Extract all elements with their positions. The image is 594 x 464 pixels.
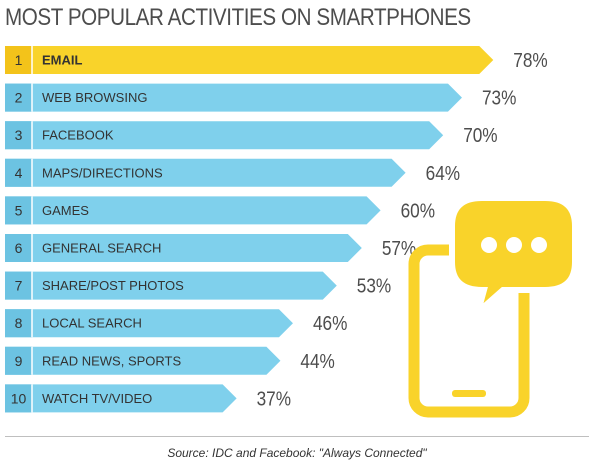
value-label: 70% <box>463 124 497 147</box>
smartphone-chat-bubble-icon <box>408 195 578 418</box>
rank-label: 8 <box>15 315 23 331</box>
category-label: WEB BROWSING <box>42 90 147 105</box>
rank-box <box>5 46 32 74</box>
category-label: GAMES <box>42 203 89 218</box>
bar <box>5 196 381 225</box>
value-label: 57% <box>382 237 416 260</box>
rank-box <box>5 346 32 375</box>
category-label: SHARE/POST PHOTOS <box>42 278 184 293</box>
value-label: 64% <box>426 162 460 185</box>
rank-box <box>5 83 32 112</box>
rank-box <box>5 121 32 150</box>
rank-box <box>5 196 32 225</box>
rank-label: 9 <box>15 353 23 369</box>
bar <box>5 158 406 187</box>
category-label: LOCAL SEARCH <box>42 316 142 331</box>
category-label: GENERAL SEARCH <box>42 241 161 256</box>
bar <box>5 83 462 112</box>
category-label: WATCH TV/VIDEO <box>42 391 152 406</box>
rank-label: 7 <box>15 278 23 294</box>
value-label: 53% <box>357 274 391 297</box>
value-label: 37% <box>257 387 291 410</box>
rank-label: 1 <box>15 52 23 68</box>
bar <box>5 46 494 74</box>
value-label: 44% <box>300 350 334 373</box>
value-label: 46% <box>313 312 347 335</box>
rank-label: 10 <box>11 390 27 406</box>
category-label: FACEBOOK <box>42 128 114 143</box>
divider <box>5 436 589 437</box>
bar <box>5 384 237 413</box>
value-label: 73% <box>482 86 516 109</box>
rank-label: 6 <box>15 240 23 256</box>
category-label: READ NEWS, SPORTS <box>42 353 182 368</box>
bar <box>5 121 444 150</box>
chart-title: MOST POPULAR ACTIVITIES ON SMARTPHONES <box>5 4 471 31</box>
rank-box <box>5 384 32 413</box>
bar <box>5 346 281 375</box>
rank-label: 3 <box>15 127 23 143</box>
category-label: EMAIL <box>42 53 83 68</box>
rank-box <box>5 271 32 300</box>
rank-box <box>5 158 32 187</box>
category-label: MAPS/DIRECTIONS <box>42 165 163 180</box>
bar <box>5 309 293 338</box>
value-label: 60% <box>401 199 435 222</box>
value-label: 78% <box>513 49 547 72</box>
source-note: Source: IDC and Facebook: "Always Connec… <box>167 446 427 460</box>
bar <box>5 234 362 262</box>
rank-label: 5 <box>15 202 23 218</box>
bar <box>5 271 337 300</box>
rank-label: 4 <box>15 165 23 181</box>
bar-chart: 1 EMAIL 78% 2 WEB BROWSING 73% 3 FACEBOOK 70% 4 MA… <box>5 46 578 418</box>
rank-box <box>5 309 32 338</box>
rank-label: 2 <box>15 90 23 106</box>
rank-box <box>5 234 32 262</box>
